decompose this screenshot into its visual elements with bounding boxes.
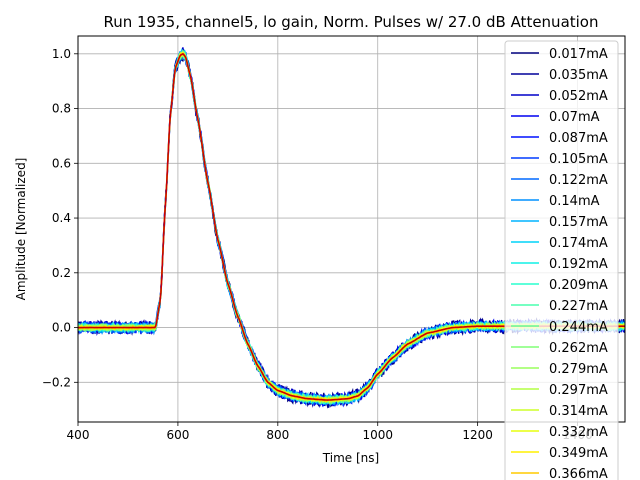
legend-entry: 0.157mA <box>549 215 608 230</box>
x-tick-label: 1200 <box>462 428 493 442</box>
x-tick-label: 1000 <box>362 428 393 442</box>
y-tick-label: 0.8 <box>52 102 71 116</box>
plot-frame <box>77 35 626 423</box>
legend-entry: 0.105mA <box>549 152 608 167</box>
legend: 0.017mA 0.035mA 0.052mA 0.07mA 0.087mA 0.105m… <box>504 40 619 480</box>
legend-entry: 0.314mA <box>549 404 608 419</box>
legend-entry: 0.349mA <box>549 446 608 461</box>
legend-entry: 0.227mA <box>549 299 608 314</box>
x-axis-label: Time [ns] <box>322 451 379 465</box>
x-tick-label: 800 <box>266 428 289 442</box>
legend-entry: 0.279mA <box>549 362 608 377</box>
axis-ticks: 400600800100012001400−0.20.00.20.40.60.8… <box>42 47 593 442</box>
legend-entry: 0.262mA <box>549 341 608 356</box>
y-tick-label: 0.4 <box>52 211 71 225</box>
legend-entry: 0.14mA <box>549 194 600 209</box>
y-tick-label: 0.0 <box>52 321 71 335</box>
legend-box <box>504 40 619 480</box>
legend-entry: 0.017mA <box>549 47 608 62</box>
legend-entry: 0.087mA <box>549 131 608 146</box>
legend-entry: 0.07mA <box>549 110 600 125</box>
y-tick-label: −0.2 <box>42 375 71 389</box>
legend-entry: 0.052mA <box>549 89 608 104</box>
legend-entry: 0.297mA <box>549 383 608 398</box>
legend-entry: 0.192mA <box>549 257 608 272</box>
y-tick-label: 1.0 <box>52 47 71 61</box>
y-tick-label: 0.6 <box>52 156 71 170</box>
y-tick-label: 0.2 <box>52 266 71 280</box>
legend-entry: 0.332mA <box>549 425 608 440</box>
legend-entry: 0.244mA <box>549 320 608 335</box>
legend-entry: 0.174mA <box>549 236 608 251</box>
y-axis-label: Amplitude [Normalized] <box>14 158 28 301</box>
legend-entry: 0.209mA <box>549 278 608 293</box>
x-tick-label: 600 <box>166 428 189 442</box>
legend-entry: 0.122mA <box>549 173 608 188</box>
chart-title: Run 1935, channel5, lo gain, Norm. Pulse… <box>103 13 598 31</box>
legend-entry: 0.035mA <box>549 68 608 83</box>
x-tick-label: 400 <box>67 428 90 442</box>
legend-entry: 0.366mA <box>549 467 608 480</box>
